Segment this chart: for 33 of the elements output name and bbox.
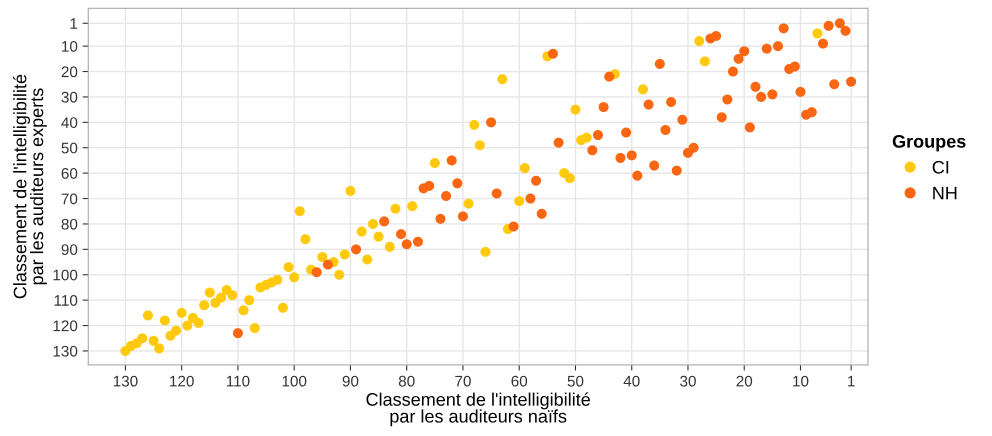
y-tick-label: 100: [54, 270, 78, 280]
y-tick-label: 120: [54, 320, 78, 332]
y-axis-title: Classement de l'intelligibilité par les auditeurs experts: [12, 74, 47, 298]
legend-title: Groupes: [892, 134, 966, 152]
x-tick-label: 20: [736, 376, 752, 387]
x-tick-label: 120: [170, 376, 194, 387]
x-tick-label: 50: [568, 376, 584, 387]
x-tick-label: 10: [793, 376, 808, 387]
x-tick-label: 100: [282, 376, 306, 387]
y-tick-label: 80: [62, 218, 78, 230]
legend-label: NH: [933, 186, 956, 200]
y-tick-label: 130: [54, 346, 78, 357]
x-tick-label: 70: [455, 376, 471, 387]
y-tick-label: 10: [62, 41, 78, 52]
y-tick-label: 50: [61, 142, 78, 154]
x-tick-label: 130: [114, 376, 138, 387]
x-tick-label: 30: [680, 376, 696, 387]
x-axis-title: Classement de l'intelligibilité par les auditeurs naïfs: [366, 392, 590, 426]
y-tick-label: 110: [54, 295, 78, 306]
y-tick-label: 60: [62, 168, 78, 179]
y-tick-label: 20: [62, 66, 78, 78]
y-tick-label: 40: [61, 117, 78, 128]
x-tick-label: 110: [226, 376, 250, 387]
x-tick-label: 90: [342, 376, 358, 387]
x-tick-label: 40: [624, 376, 640, 387]
legend-label: CI: [932, 160, 948, 174]
y-tick-label: 90: [62, 244, 78, 256]
x-tick-label: 60: [511, 376, 528, 387]
y-tick-label: 30: [61, 92, 78, 103]
x-tick-label: 80: [398, 376, 415, 387]
y-tick-label: 70: [62, 193, 78, 204]
y-tick-label: 1: [70, 18, 78, 29]
x-tick-label: 1: [848, 376, 855, 386]
